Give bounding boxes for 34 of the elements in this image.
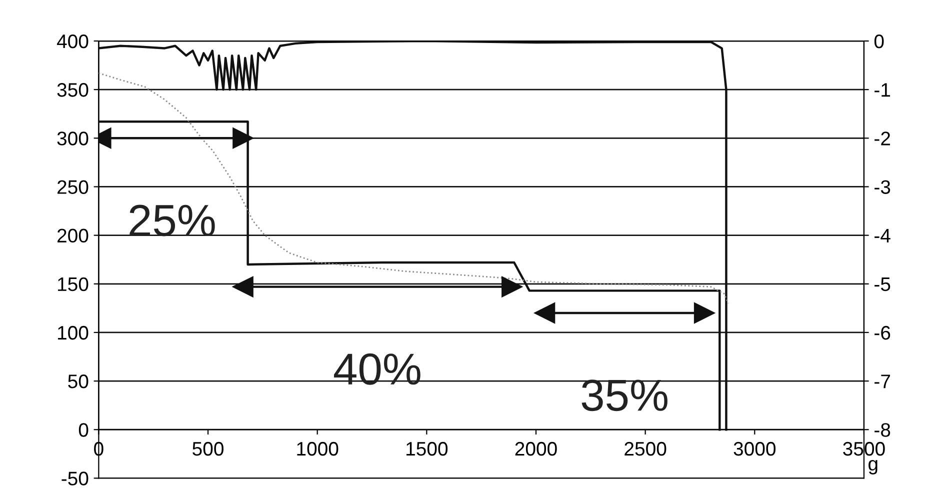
point [232,276,254,298]
y-tick-label: 50 [68,374,88,388]
y-tick-label: 0 [78,423,88,437]
series-label: 35% [582,380,668,412]
x-tick-label: 500 [192,442,224,456]
y2-tick-label: -1 [874,83,890,97]
series-label: 40% [334,353,420,385]
y-tick-label: 350 [57,83,88,97]
x-tick-label: 2000 [515,442,557,456]
y2-tick-label: 0 [874,34,884,48]
y2-tick-label: -8 [874,423,890,437]
y2-tick-label: -6 [874,326,890,340]
line-series [98,72,730,304]
y-tick-label: 150 [58,277,88,292]
y2-tick-label: -7 [874,374,890,388]
point [534,302,556,324]
x-tick-label: 1500 [406,442,448,456]
x-axis-title: g [868,460,878,474]
y2-tick-label: -2 [874,132,890,146]
x-tick-label: 3000 [734,442,776,456]
y-tick-label: 200 [58,228,88,243]
y-tick-label: 300 [57,132,88,146]
y-tick-label: -50 [62,472,88,486]
y-tick-label: 400 [56,34,88,48]
y2-tick-label: -5 [874,278,890,292]
y-tick-label: 100 [58,326,88,340]
series-label: 25% [130,204,215,236]
point [694,302,715,324]
x-tick-label: 2500 [624,442,666,456]
y-tick-label: 250 [58,180,88,194]
x-tick-label: 1000 [297,442,338,456]
y2-tick-label: -3 [874,180,890,194]
y2-tick-label: -4 [874,228,890,242]
point [502,276,522,298]
